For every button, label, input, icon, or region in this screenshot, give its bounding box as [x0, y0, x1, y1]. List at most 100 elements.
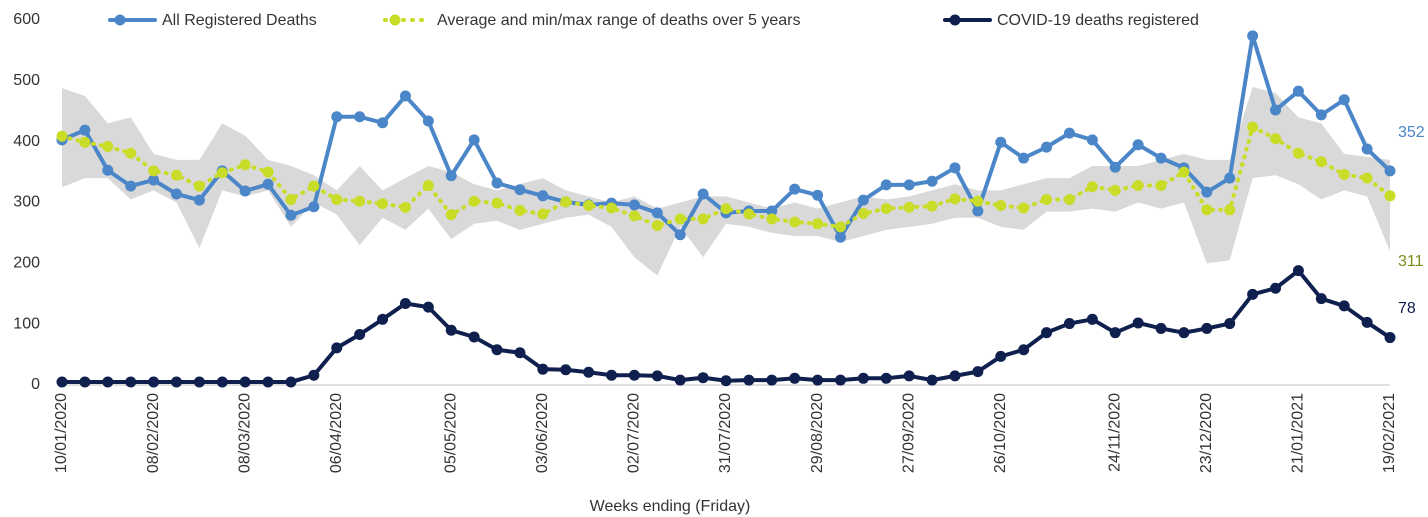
data-point: [880, 372, 892, 384]
data-point: [1155, 322, 1167, 334]
data-point: [697, 372, 709, 384]
data-point: [445, 170, 457, 182]
data-point: [1247, 30, 1259, 42]
data-point: [674, 213, 686, 225]
data-point: [1315, 156, 1327, 168]
data-point: [1247, 288, 1259, 300]
x-tick-label: 05/05/2020: [442, 393, 459, 473]
data-point: [354, 195, 366, 207]
data-point: [125, 147, 137, 159]
data-point: [972, 366, 984, 378]
x-axis-label: Weeks ending (Friday): [590, 498, 751, 515]
data-point: [1315, 109, 1327, 121]
data-point: [285, 209, 297, 221]
data-point: [1041, 327, 1053, 339]
data-point: [926, 200, 938, 212]
data-point: [285, 376, 297, 388]
data-point: [674, 229, 686, 241]
x-tick-label: 19/02/2021: [1381, 393, 1398, 473]
data-point: [926, 175, 938, 187]
data-point: [972, 205, 984, 217]
data-point: [422, 179, 434, 191]
data-point: [674, 374, 686, 386]
data-point: [857, 194, 869, 206]
data-point: [216, 167, 228, 179]
legend-label: Average and min/max range of deaths over…: [437, 12, 800, 29]
data-point: [857, 372, 869, 384]
data-point: [766, 205, 778, 217]
data-point: [537, 208, 549, 220]
data-point: [834, 231, 846, 243]
data-point: [422, 301, 434, 313]
data-point: [514, 347, 526, 359]
y-tick-label: 300: [13, 194, 40, 211]
data-point: [491, 197, 503, 209]
data-point: [399, 90, 411, 102]
data-point: [56, 130, 68, 142]
data-point: [377, 198, 389, 210]
data-point: [1338, 94, 1350, 106]
x-tick-label: 08/03/2020: [236, 393, 253, 473]
data-point: [1292, 147, 1304, 159]
data-point: [377, 117, 389, 129]
data-point: [651, 207, 663, 219]
data-point: [491, 177, 503, 189]
data-point: [1201, 204, 1213, 216]
data-point: [1292, 265, 1304, 277]
data-point: [606, 202, 618, 214]
data-point: [1315, 293, 1327, 305]
data-point: [1338, 169, 1350, 181]
data-point: [1086, 134, 1098, 146]
data-point: [1361, 316, 1373, 328]
data-point: [903, 179, 915, 191]
data-point: [193, 180, 205, 192]
data-point: [1270, 104, 1282, 116]
data-point: [972, 195, 984, 207]
x-tick-label: 02/07/2020: [626, 393, 643, 473]
data-point: [262, 376, 274, 388]
data-point: [857, 207, 869, 219]
data-label: 311: [1398, 253, 1424, 270]
data-point: [399, 201, 411, 213]
data-point: [1063, 127, 1075, 139]
data-point: [1361, 172, 1373, 184]
data-point: [766, 213, 778, 225]
x-tick-label: 29/08/2020: [809, 393, 826, 473]
series-line: [60, 267, 1392, 384]
data-point: [170, 188, 182, 200]
data-point: [1292, 85, 1304, 97]
data-point: [262, 166, 274, 178]
data-point: [766, 374, 778, 386]
legend-label: All Registered Deaths: [162, 12, 317, 29]
data-point: [949, 370, 961, 382]
data-point: [720, 203, 732, 215]
data-point: [239, 376, 251, 388]
x-tick-label: 31/07/2020: [717, 393, 734, 473]
data-point: [537, 190, 549, 202]
data-point: [1270, 282, 1282, 294]
y-tick-label: 0: [31, 376, 40, 393]
data-point: [834, 221, 846, 233]
legend-marker: [114, 14, 126, 26]
y-tick-label: 100: [13, 315, 40, 332]
data-point: [262, 178, 274, 190]
y-tick-label: 200: [13, 255, 40, 272]
data-point: [331, 111, 343, 123]
data-point: [377, 313, 389, 325]
x-tick-label: 10/01/2020: [53, 393, 70, 473]
data-point: [880, 179, 892, 191]
data-point: [1178, 166, 1190, 178]
data-point: [1155, 152, 1167, 164]
legend-label: COVID-19 deaths registered: [997, 12, 1199, 29]
data-point: [468, 195, 480, 207]
legend-marker: [389, 14, 401, 26]
data-point: [170, 376, 182, 388]
legend-marker: [949, 14, 961, 26]
data-point: [903, 201, 915, 213]
data-point: [651, 370, 663, 382]
y-tick-label: 600: [13, 11, 40, 28]
data-point: [193, 376, 205, 388]
data-point: [79, 136, 91, 148]
data-point: [1224, 318, 1236, 330]
